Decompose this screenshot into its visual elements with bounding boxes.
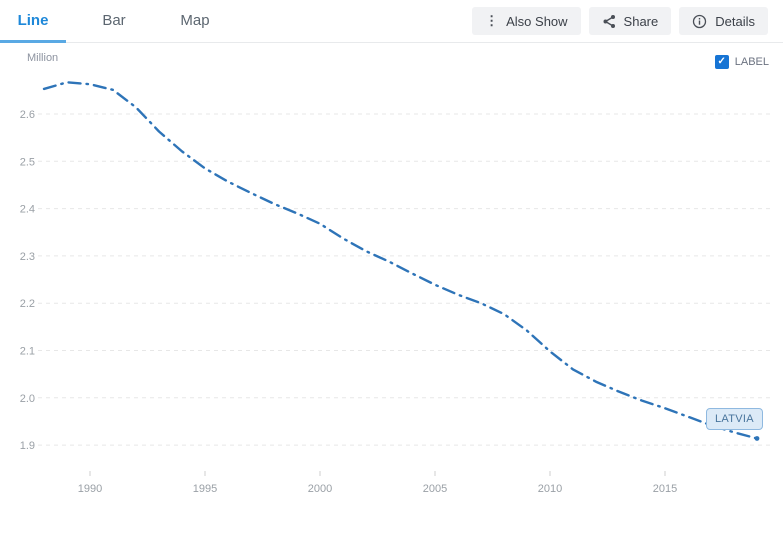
svg-text:2005: 2005 xyxy=(423,483,447,495)
svg-text:2.6: 2.6 xyxy=(20,109,35,121)
chart-type-tabs: Line Bar Map xyxy=(0,0,243,43)
vertical-dots-icon: ⋮ xyxy=(485,13,499,28)
share-label: Share xyxy=(623,13,659,29)
checkbox-checked-icon[interactable]: ✓ xyxy=(714,55,729,69)
also-show-button[interactable]: ⋮ Also Show xyxy=(472,7,581,35)
details-label: Details xyxy=(715,13,755,29)
tab-map[interactable]: Map xyxy=(180,12,210,29)
svg-text:2.0: 2.0 xyxy=(20,393,35,405)
y-axis-unit-label: Million xyxy=(27,52,59,64)
chart-toolbar: Line Bar Map ⋮ Also Show Share Details xyxy=(0,0,783,43)
tab-bar[interactable]: Bar xyxy=(102,12,126,29)
series-label-latvia: LATVIA xyxy=(706,408,763,430)
share-button[interactable]: Share xyxy=(588,7,672,35)
svg-text:1995: 1995 xyxy=(193,483,217,495)
tab-line[interactable]: Line xyxy=(0,0,66,43)
population-line-chart: 2.6 2.5 2.4 2.3 2.2 2.1 2.0 1.9 1990 1995 2000 2005… xyxy=(20,81,773,495)
svg-text:2.2: 2.2 xyxy=(20,298,35,310)
svg-text:2.5: 2.5 xyxy=(20,156,35,168)
also-show-label: Also Show xyxy=(506,13,568,29)
svg-text:2000: 2000 xyxy=(308,483,332,495)
svg-text:2010: 2010 xyxy=(538,483,562,495)
label-checkbox[interactable]: ✓ LABEL xyxy=(714,55,769,69)
svg-text:1990: 1990 xyxy=(78,483,102,495)
svg-text:2.1: 2.1 xyxy=(20,346,35,358)
label-checkbox-text: LABEL xyxy=(734,56,769,68)
details-button[interactable]: Details xyxy=(679,7,768,35)
chart-area: Million ✓ LABEL 2.6 2.5 2.4 2.3 2.2 2.1 2.0 1.9… xyxy=(0,43,783,549)
svg-text:2015: 2015 xyxy=(653,483,677,495)
svg-text:2.3: 2.3 xyxy=(20,251,35,263)
svg-text:2.4: 2.4 xyxy=(20,204,35,216)
svg-text:1.9: 1.9 xyxy=(20,440,35,452)
info-icon xyxy=(692,14,707,29)
share-icon xyxy=(602,14,616,29)
